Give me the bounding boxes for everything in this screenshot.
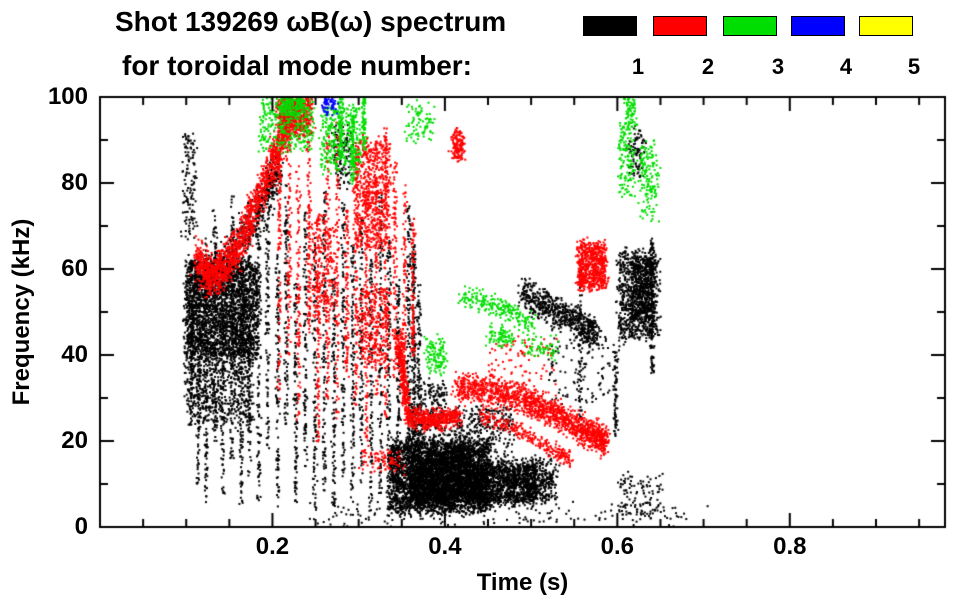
x-tick-label: 0.4 [428, 533, 462, 560]
y-tick-label: 100 [47, 83, 88, 110]
y-tick-label: 40 [61, 341, 88, 368]
y-tick-label: 0 [74, 513, 88, 540]
x-tick-label: 0.2 [255, 533, 290, 560]
x-tick-label: 0.8 [773, 533, 807, 560]
y-tick-label: 80 [61, 169, 88, 196]
chart-subtitle: for toroidal mode number: [122, 50, 472, 81]
x-axis-label: Time (s) [476, 569, 569, 596]
x-tick-label: 0.6 [600, 533, 635, 560]
chart-title: Shot 139269 ωB(ω) spectrum [115, 6, 507, 37]
y-axis-label: Frequency (kHz) [8, 218, 35, 406]
y-tick-label: 60 [61, 255, 88, 282]
y-tick-label: 20 [61, 427, 88, 454]
